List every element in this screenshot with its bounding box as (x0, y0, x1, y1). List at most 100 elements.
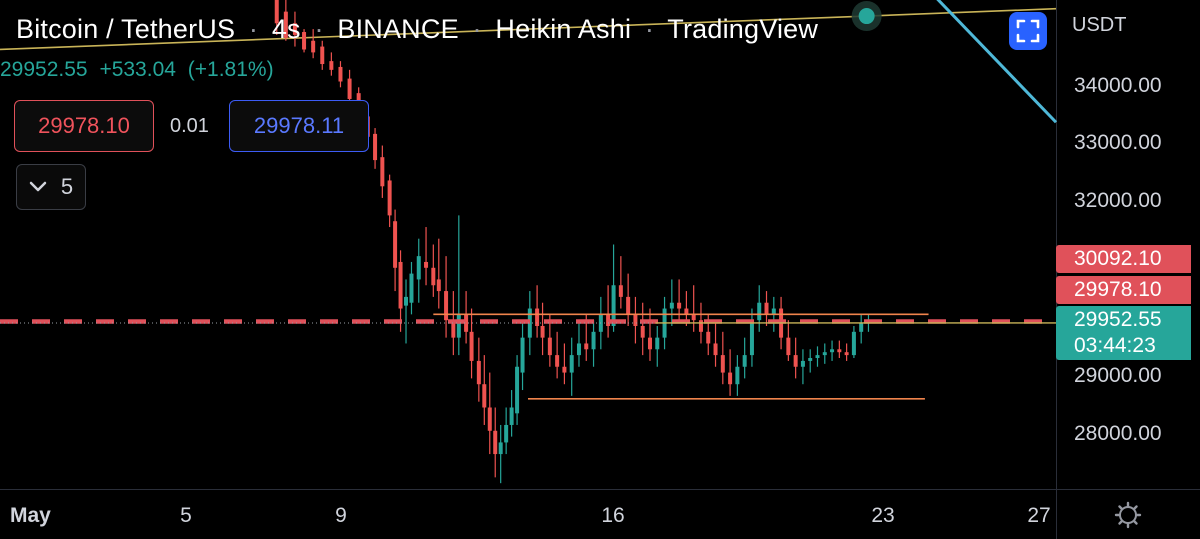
candle-body (398, 261, 403, 309)
candle-body (347, 78, 352, 99)
collapse-indicators-button[interactable]: 5 (16, 164, 86, 210)
buy-price: 29978.11 (253, 113, 345, 138)
interval-label[interactable]: 4s (271, 14, 301, 44)
candle-body (786, 337, 791, 356)
candle-body (292, 23, 297, 35)
candle-body (837, 349, 842, 353)
candle-body (655, 337, 660, 350)
candle-body (844, 352, 849, 356)
candle-body (393, 221, 398, 268)
candle-body (476, 360, 481, 385)
price-tick: 32000.00 (1074, 189, 1162, 212)
separator: · (248, 14, 259, 44)
candle-body (626, 296, 631, 315)
candle-body (520, 337, 525, 373)
time-tick: 27 (1027, 504, 1051, 527)
candle-body (547, 337, 552, 356)
time-tick: 5 (180, 504, 192, 527)
separator: · (314, 14, 324, 44)
time-tick: May (10, 504, 51, 527)
candle-body (720, 355, 725, 373)
candle-body (822, 352, 827, 356)
candle-body (274, 0, 279, 24)
price-tick: 29000.00 (1074, 364, 1162, 387)
candle-body (742, 355, 747, 367)
price-change-percent: (+1.81%) (187, 58, 274, 81)
candle-body (815, 355, 820, 359)
sell-price: 29978.10 (38, 113, 130, 138)
candle-body (540, 326, 545, 338)
time-tick: 23 (871, 504, 895, 527)
candle-body (451, 320, 456, 338)
time-tick: 16 (601, 504, 625, 527)
candle-body (793, 355, 798, 367)
candle-body (469, 331, 474, 361)
candle-body (640, 326, 645, 338)
candle-body (735, 366, 740, 385)
buy-button[interactable]: 29978.11 (229, 100, 369, 152)
candle-body (728, 372, 733, 385)
separator: · (472, 14, 482, 44)
candle-body (404, 296, 409, 306)
candle-body (691, 314, 696, 321)
candle-body (509, 407, 514, 425)
candle-body (584, 343, 589, 350)
last-price-badge: 29952.55 03:44:23 (1056, 306, 1191, 360)
candle-body (283, 11, 288, 38)
candle-body (611, 285, 616, 326)
candle-body (498, 442, 503, 455)
candle-body (808, 358, 813, 361)
fullscreen-icon (1016, 19, 1040, 43)
spread-value: 0.01 (170, 115, 209, 137)
candle-body (684, 308, 689, 315)
candle-body (591, 331, 596, 350)
symbol-name[interactable]: Bitcoin / TetherUS (16, 14, 236, 44)
candle-body (456, 314, 461, 338)
price-tick: 34000.00 (1074, 74, 1162, 97)
candle-body (436, 279, 441, 292)
candle-body (830, 349, 835, 353)
candle-body (647, 337, 652, 350)
candle-body (555, 355, 560, 367)
candle-body (800, 360, 805, 367)
candle-body (431, 267, 436, 286)
candle-body (757, 302, 762, 321)
candle-body (464, 314, 469, 332)
indicator-count: 5 (60, 174, 74, 199)
candle-body (380, 157, 385, 187)
candle-body (713, 343, 718, 356)
candle-body (618, 285, 623, 297)
candle-body (504, 424, 509, 443)
bar-countdown: 03:44:23 (1074, 334, 1156, 357)
candle-body (771, 308, 776, 315)
candle-body (311, 40, 316, 53)
fullscreen-button[interactable] (1009, 12, 1047, 50)
candle-body (677, 302, 682, 309)
gear-icon[interactable] (1113, 500, 1143, 530)
sell-button[interactable]: 29978.10 (14, 100, 154, 152)
candle-body (576, 343, 581, 356)
chart-style-label: Heikin Ashi (495, 14, 632, 44)
candle-body (493, 430, 498, 455)
candle-body (851, 331, 856, 356)
price-change: +533.04 (99, 58, 176, 81)
price-tick: 28000.00 (1074, 422, 1162, 445)
cyan-trendline (936, 0, 1058, 124)
upper-level-badge: 30092.10 (1056, 245, 1191, 273)
candle-body (416, 256, 421, 280)
candle-body (329, 61, 334, 70)
candle-body (424, 261, 429, 268)
candle-body (444, 291, 449, 321)
candle-body (302, 32, 307, 50)
candle-body (749, 320, 754, 356)
chart-title: Bitcoin / TetherUS · 4s · BINANCE · Heik… (16, 14, 818, 45)
currency-label[interactable]: USDT (1072, 14, 1127, 36)
chevron-down-icon (29, 181, 47, 192)
candle-body (669, 302, 674, 309)
current-price: 29952.55 (0, 58, 88, 81)
candle-body (633, 314, 638, 326)
candle-body (859, 323, 864, 332)
trendline-handle (858, 8, 875, 25)
